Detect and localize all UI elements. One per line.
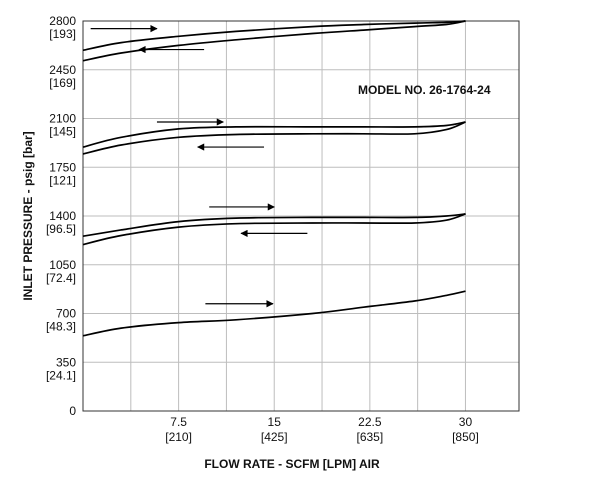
- y-tick-sublabel-350: [24.1]: [46, 368, 76, 382]
- y-tick-label-1400: 1400: [49, 209, 76, 223]
- curve-2100-psig-increasing-flow: [82, 121, 466, 148]
- y-tick-label-700: 700: [56, 307, 76, 321]
- x-tick-label-15: 15: [268, 415, 282, 429]
- y-tick-sublabel-700: [48.3]: [46, 320, 76, 334]
- y-tick-sublabel-1050: [72.4]: [46, 271, 76, 285]
- y-tick-label-2100: 2100: [49, 112, 76, 126]
- y-tick-sublabel-2450: [169]: [49, 76, 76, 90]
- curve-1400-psig-increasing-flow: [82, 213, 466, 238]
- y-tick-label-350: 350: [56, 355, 76, 369]
- y-tick-label-1750: 1750: [49, 160, 76, 174]
- y-tick-sublabel-2800: [193]: [49, 27, 76, 41]
- x-tick-label-7-5: 7.5: [170, 415, 187, 429]
- grid-lines: [83, 21, 519, 411]
- curve-2100-psig-decreasing-flow: [82, 121, 466, 155]
- y-tick-label-1050: 1050: [49, 258, 76, 272]
- x-tick-sublabel-22-5: [635]: [356, 430, 383, 444]
- x-tick-label-22-5: 22.5: [358, 415, 382, 429]
- y-tick-label-2800: 2800: [49, 14, 76, 28]
- x-tick-label-30: 30: [459, 415, 473, 429]
- y-tick-labels: 2800[193] 2450[169] 2100[145] 1750[121] 1400…: [46, 14, 76, 418]
- x-tick-sublabel-15: [425]: [261, 430, 288, 444]
- x-tick-labels: 7.5[210] 15[425] 22.5[635] 30[850]: [165, 415, 479, 444]
- y-tick-sublabel-1750: [121]: [49, 173, 76, 187]
- x-axis-title: FLOW RATE - SCFM [LPM] AIR: [204, 457, 380, 471]
- flow-direction-arrows: [90, 25, 308, 308]
- model-number-label: MODEL NO. 26-1764-24: [358, 83, 491, 97]
- y-tick-sublabel-2100: [145]: [49, 125, 76, 139]
- y-tick-sublabel-1400: [96.5]: [46, 222, 76, 236]
- y-axis-title: INLET PRESSURE - psig [bar]: [21, 131, 35, 300]
- y-tick-label-2450: 2450: [49, 63, 76, 77]
- x-tick-sublabel-30: [850]: [452, 430, 479, 444]
- curves: [82, 20, 466, 337]
- y-tick-label-0: 0: [69, 404, 76, 418]
- curve-2800-psig-decreasing-flow: [82, 20, 466, 62]
- curve-700-psig: [82, 290, 466, 337]
- curve-2800-psig-increasing-flow: [82, 20, 466, 52]
- x-tick-sublabel-7-5: [210]: [165, 430, 192, 444]
- plot-frame: [82, 20, 520, 412]
- curve-1400-psig-decreasing-flow: [82, 213, 466, 246]
